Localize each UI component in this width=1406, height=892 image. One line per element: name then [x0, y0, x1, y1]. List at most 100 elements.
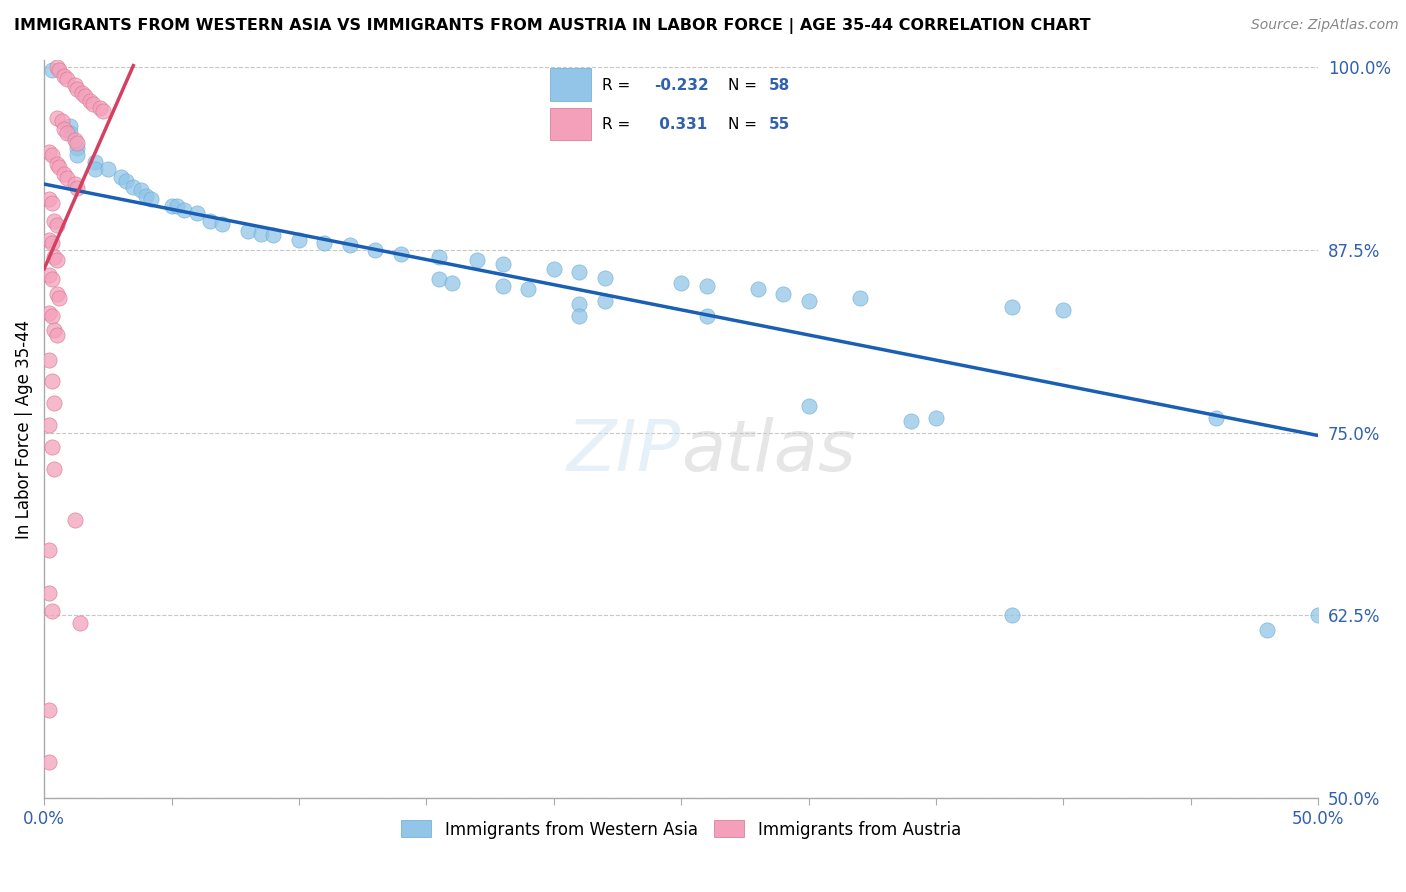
Point — [173, 203, 195, 218]
Point — [41, 375, 63, 389]
Point — [772, 286, 794, 301]
Text: Source: ZipAtlas.com: Source: ZipAtlas.com — [1251, 18, 1399, 32]
Point — [63, 133, 86, 147]
Point — [139, 192, 162, 206]
Point — [63, 177, 86, 191]
Point — [51, 114, 73, 128]
Point — [41, 196, 63, 211]
Point — [797, 400, 820, 414]
Point — [45, 60, 67, 74]
Point — [262, 228, 284, 243]
Point — [925, 411, 948, 425]
Point — [58, 126, 80, 140]
Point — [211, 217, 233, 231]
Point — [38, 418, 60, 433]
Point — [48, 291, 70, 305]
Point — [82, 96, 104, 111]
Point — [1052, 302, 1074, 317]
Text: R =: R = — [602, 117, 630, 132]
Text: 58: 58 — [769, 78, 790, 93]
Point — [38, 755, 60, 769]
Point — [53, 121, 76, 136]
FancyBboxPatch shape — [550, 108, 591, 140]
Point — [38, 145, 60, 159]
Point — [84, 162, 107, 177]
Point — [427, 272, 450, 286]
Point — [1256, 623, 1278, 637]
Point — [41, 63, 63, 78]
Point — [56, 71, 79, 86]
Point — [38, 542, 60, 557]
Point — [41, 148, 63, 162]
Point — [492, 279, 515, 293]
Text: 55: 55 — [769, 117, 790, 132]
Point — [440, 277, 463, 291]
Point — [38, 306, 60, 320]
Point — [53, 69, 76, 83]
Point — [56, 126, 79, 140]
Point — [543, 261, 565, 276]
Y-axis label: In Labor Force | Age 35-44: In Labor Force | Age 35-44 — [15, 319, 32, 539]
Point — [63, 78, 86, 92]
Point — [97, 162, 120, 177]
Point — [166, 199, 188, 213]
Point — [45, 112, 67, 126]
Point — [314, 235, 336, 250]
Text: N =: N = — [728, 117, 756, 132]
Point — [38, 586, 60, 600]
Point — [1001, 608, 1024, 623]
Point — [66, 136, 89, 150]
Point — [66, 82, 89, 96]
Point — [900, 414, 922, 428]
Text: ZIP: ZIP — [567, 417, 681, 485]
Text: IMMIGRANTS FROM WESTERN ASIA VS IMMIGRANTS FROM AUSTRIA IN LABOR FORCE | AGE 35-: IMMIGRANTS FROM WESTERN ASIA VS IMMIGRAN… — [14, 18, 1091, 34]
Point — [63, 513, 86, 527]
Point — [129, 183, 152, 197]
Point — [114, 174, 136, 188]
Point — [56, 171, 79, 186]
Point — [66, 181, 89, 195]
Point — [848, 291, 870, 305]
Text: atlas: atlas — [681, 417, 856, 485]
Point — [44, 323, 66, 337]
Point — [135, 188, 157, 202]
Point — [44, 462, 66, 476]
Point — [41, 309, 63, 323]
Point — [198, 213, 221, 227]
Point — [48, 63, 70, 78]
Point — [110, 169, 132, 184]
Point — [696, 279, 718, 293]
Point — [427, 250, 450, 264]
Point — [66, 148, 89, 162]
Point — [53, 167, 76, 181]
Point — [66, 140, 89, 154]
Point — [160, 199, 183, 213]
Point — [45, 327, 67, 342]
Point — [249, 227, 271, 241]
Point — [44, 213, 66, 227]
Point — [122, 180, 145, 194]
Point — [45, 286, 67, 301]
Point — [593, 270, 616, 285]
Point — [48, 160, 70, 174]
Point — [58, 119, 80, 133]
Point — [45, 253, 67, 268]
Point — [517, 282, 540, 296]
Text: N =: N = — [728, 78, 756, 93]
Point — [236, 224, 259, 238]
Point — [41, 440, 63, 454]
Point — [84, 155, 107, 169]
Point — [1205, 411, 1227, 425]
FancyBboxPatch shape — [550, 69, 591, 101]
Point — [593, 293, 616, 308]
Point — [568, 265, 591, 279]
Point — [465, 253, 488, 268]
Point — [89, 101, 111, 115]
Point — [38, 192, 60, 206]
Point — [38, 703, 60, 717]
Point — [69, 615, 91, 630]
Point — [41, 604, 63, 618]
Text: 0.331: 0.331 — [654, 117, 707, 132]
Point — [669, 277, 692, 291]
Point — [1001, 300, 1024, 314]
